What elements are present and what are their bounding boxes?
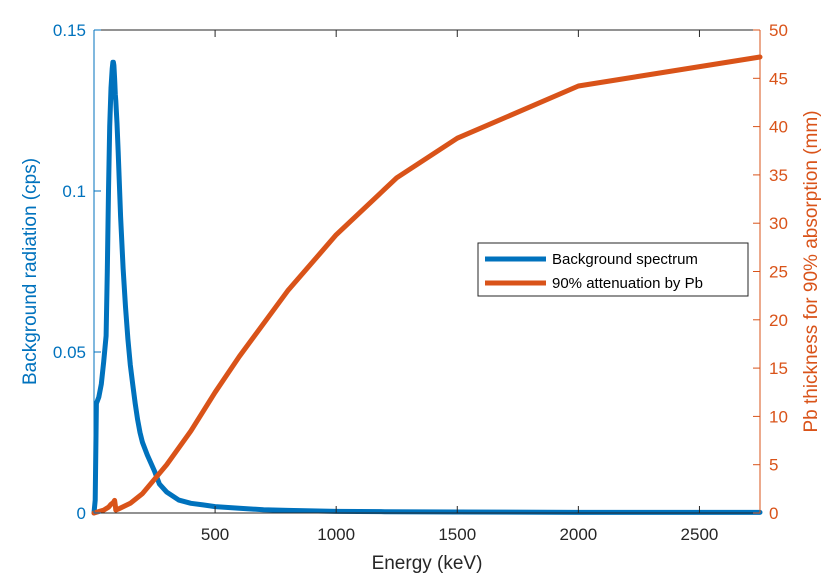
series-line-1 [91, 54, 763, 516]
x-tick-label: 500 [201, 525, 229, 544]
legend-label-background-spectrum: Background spectrum [552, 251, 698, 268]
right-y-tick-label: 20 [769, 311, 788, 330]
x-tick-label: 1000 [317, 525, 355, 544]
right-y-tick-label: 10 [769, 407, 788, 426]
right-y-tick-label: 40 [769, 118, 788, 137]
right-y-ticks: 0 5 10 15 20 25 30 35 40 45 50 [753, 21, 788, 523]
right-y-tick-label: 45 [769, 69, 788, 88]
axes-layer: 500 1000 1500 2000 2500 0 0.05 0.1 0.15 0 5 10 15 2… [20, 21, 822, 574]
right-y-tick-label: 50 [769, 21, 788, 40]
x-tick-label: 2500 [681, 525, 719, 544]
left-y-ticks: 0 0.05 0.1 0.15 [53, 21, 101, 523]
right-y-tick-label: 5 [769, 456, 778, 475]
left-y-tick-label: 0.05 [53, 343, 86, 362]
left-y-tick-label: 0 [77, 504, 86, 523]
right-y-tick-label: 35 [769, 166, 788, 185]
right-y-tick-label: 15 [769, 359, 788, 378]
left-y-axis-label: Background radiation (cps) [20, 158, 41, 385]
series-layer [91, 54, 763, 516]
right-y-tick-label: 30 [769, 214, 788, 233]
right-y-axis-label: Pb thickness for 90% absorption (mm) [801, 110, 822, 432]
x-ticks: 500 1000 1500 2000 2500 [201, 30, 718, 544]
right-y-tick-label: 25 [769, 263, 788, 282]
x-axis-label: Energy (keV) [372, 553, 483, 574]
legend-box [477, 242, 749, 297]
right-y-tick-label: 0 [769, 504, 778, 523]
legend: Background spectrum 90% attenuation by P… [477, 242, 749, 297]
left-y-tick-label: 0.15 [53, 21, 86, 40]
x-tick-label: 1500 [438, 525, 476, 544]
legend-label-attenuation: 90% attenuation by Pb [552, 275, 703, 292]
left-y-tick-label: 0.1 [62, 182, 86, 201]
series-line-0 [91, 59, 763, 516]
x-tick-label: 2000 [559, 525, 597, 544]
